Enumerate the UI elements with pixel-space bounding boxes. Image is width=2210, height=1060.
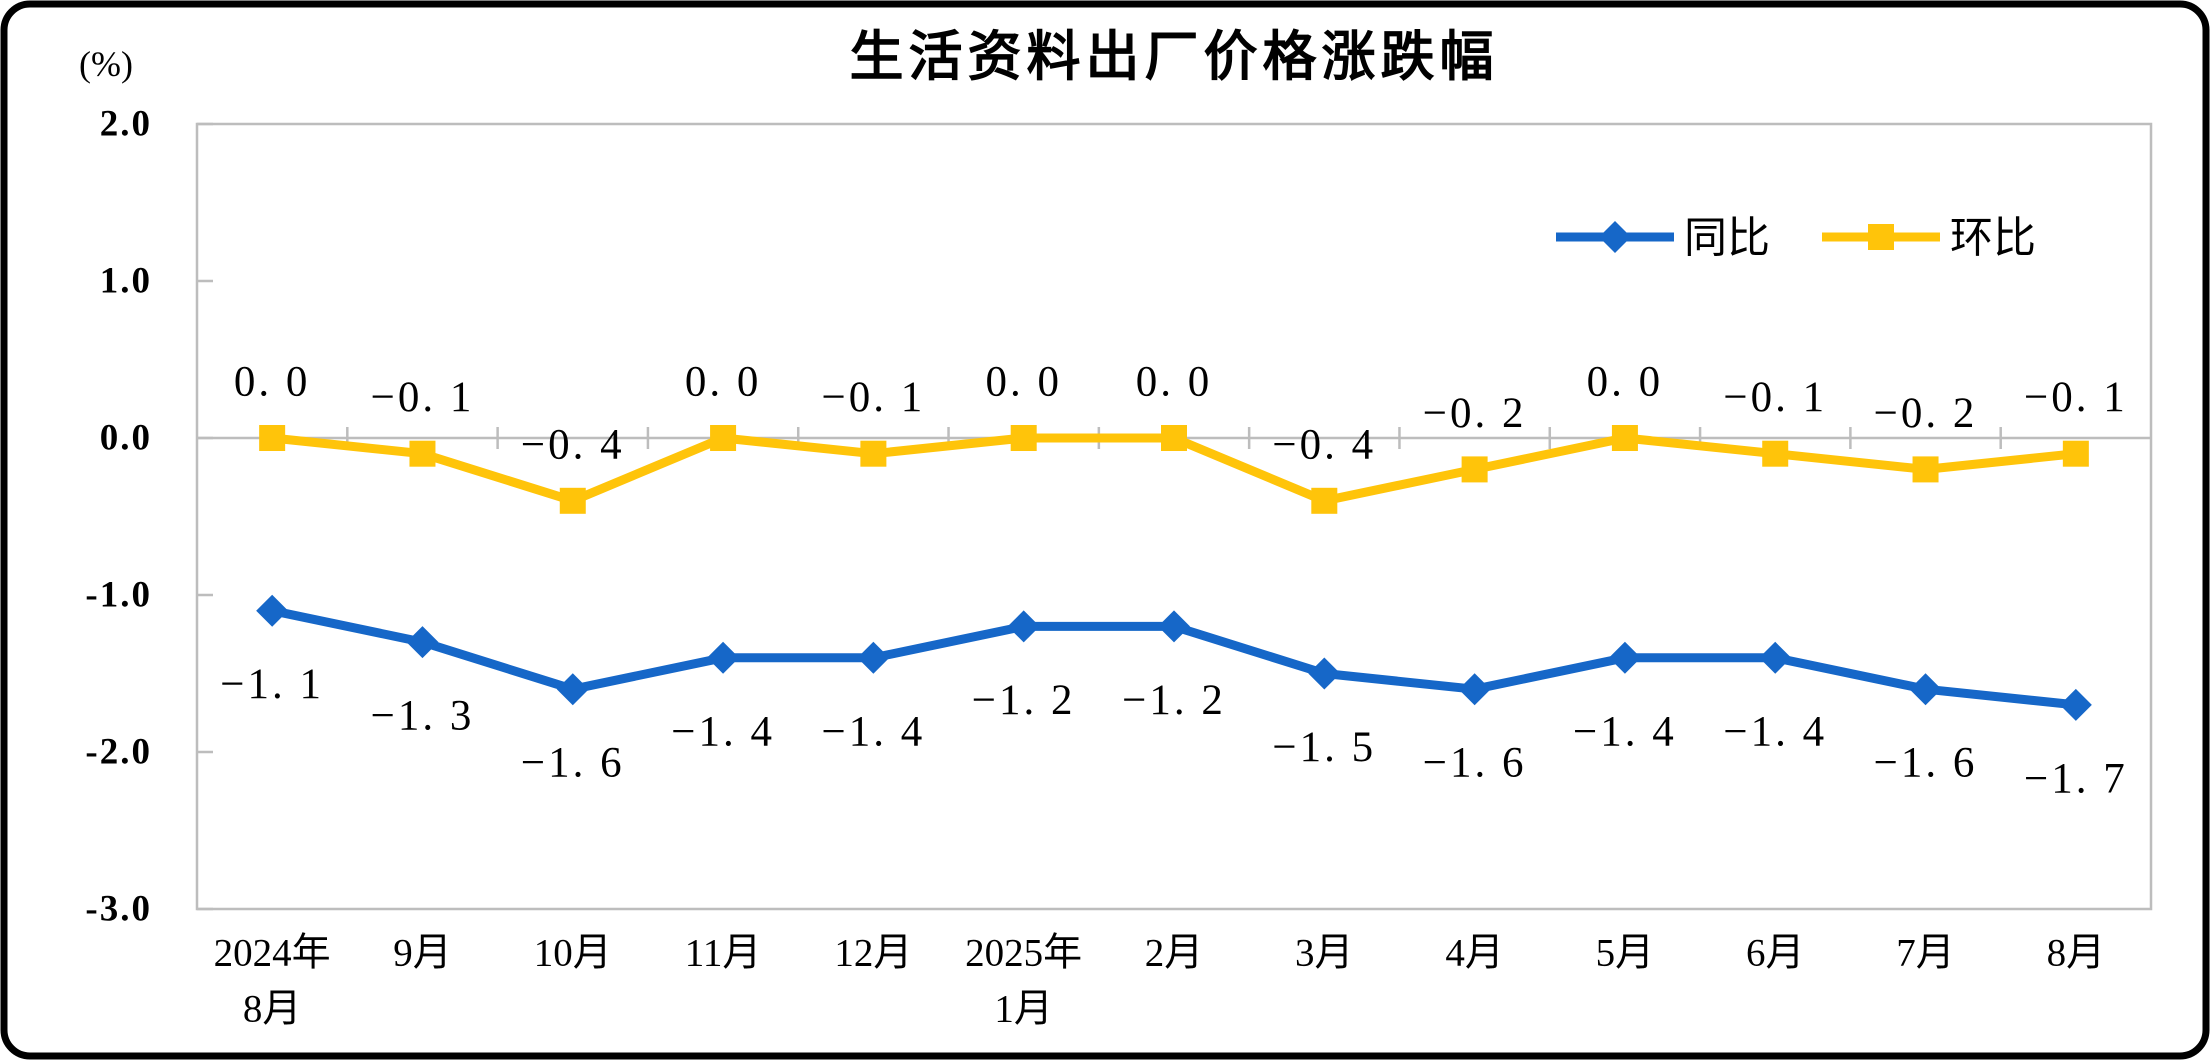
plot-area: 2.0 1.0 0.0 -1.0 -2.0 -3.0 2024年 8月 9月 10月 11月 12月 2… xyxy=(85,104,2153,1031)
data-label: −1. 7 xyxy=(2024,755,2128,802)
data-label: 0. 0 xyxy=(985,359,1062,406)
data-label: −0. 2 xyxy=(1423,390,1527,437)
data-point-diamond xyxy=(1909,673,1942,706)
data-label: −1. 1 xyxy=(220,661,324,708)
data-point-square xyxy=(1311,487,1338,514)
data-point-diamond xyxy=(1007,610,1040,643)
data-point-square xyxy=(559,487,586,514)
chart-title: 生活资料出厂价格涨跌幅 xyxy=(850,27,1499,87)
data-label: 0. 0 xyxy=(1587,359,1664,406)
data-point-diamond xyxy=(1158,610,1190,643)
data-label: −1. 4 xyxy=(671,708,775,755)
data-label: −1. 6 xyxy=(1423,740,1527,787)
data-label: −0. 1 xyxy=(371,374,475,421)
data-label: −0. 4 xyxy=(1272,421,1376,468)
y-axis-unit-label: (%) xyxy=(79,44,133,84)
data-point-square xyxy=(1461,456,1488,483)
data-point-square xyxy=(1611,425,1638,451)
data-label: −1. 6 xyxy=(521,740,625,787)
data-label: 0. 0 xyxy=(1136,359,1213,406)
y-tick-label: 0.0 xyxy=(100,418,152,459)
data-point-square xyxy=(710,425,737,451)
x-tick-label: 6月 xyxy=(1746,932,1805,975)
data-point-diamond xyxy=(2059,688,2092,721)
data-point-square xyxy=(1762,440,1789,467)
data-point-diamond xyxy=(707,641,740,674)
x-tick-label: 1月 xyxy=(994,988,1053,1031)
legend-label-huanbi: 环比 xyxy=(1950,216,2036,263)
data-point-diamond xyxy=(1458,673,1491,706)
data-point-diamond xyxy=(1759,641,1792,674)
data-label: −1. 6 xyxy=(1874,740,1978,787)
data-point-square xyxy=(409,440,436,467)
data-point-diamond xyxy=(857,641,890,674)
legend-item-huanbi: 环比 xyxy=(1822,216,2036,263)
legend-diamond-marker xyxy=(1599,221,1631,253)
data-label: 0. 0 xyxy=(685,359,762,406)
data-point-square xyxy=(2062,440,2089,467)
data-label: −1. 2 xyxy=(972,677,1076,724)
legend-item-tongbi: 同比 xyxy=(1556,216,1770,263)
data-label: −0. 1 xyxy=(2024,374,2128,421)
data-point-diamond xyxy=(1308,657,1341,690)
y-tick-label: -2.0 xyxy=(85,732,152,773)
y-tick-label: -1.0 xyxy=(85,575,152,616)
data-point-square xyxy=(1010,425,1037,451)
data-label: 0. 0 xyxy=(234,359,311,406)
x-tick-label: 8月 xyxy=(2047,932,2106,975)
data-label: −0. 1 xyxy=(1723,374,1827,421)
y-tick-label: 2.0 xyxy=(100,104,152,145)
data-point-diamond xyxy=(556,673,589,706)
data-point-diamond xyxy=(406,626,439,659)
x-tick-label: 5月 xyxy=(1596,932,1655,975)
legend-label-tongbi: 同比 xyxy=(1684,216,1770,263)
data-label: −1. 5 xyxy=(1272,724,1376,771)
x-tick-label: 10月 xyxy=(534,932,612,975)
legend-square-marker xyxy=(1868,224,1894,250)
data-label: −0. 2 xyxy=(1874,390,1978,437)
y-tick-label: 1.0 xyxy=(100,261,152,302)
data-label: −0. 4 xyxy=(521,421,625,468)
data-point-diamond xyxy=(1608,641,1641,674)
x-tick-label: 2024年 xyxy=(214,932,331,975)
plot-border xyxy=(195,122,2153,911)
data-point-square xyxy=(1912,456,1939,483)
x-tick-label: 7月 xyxy=(1896,932,1955,975)
data-label: −1. 4 xyxy=(1723,708,1827,755)
x-tick-label: 9月 xyxy=(393,932,452,975)
data-label: −1. 3 xyxy=(371,693,475,740)
x-tick-label: 8月 xyxy=(243,988,302,1031)
data-point-diamond xyxy=(256,594,289,627)
legend: 同比 环比 xyxy=(1556,216,2036,263)
y-tick-label: -3.0 xyxy=(85,889,152,930)
x-tick-label: 3月 xyxy=(1295,932,1354,975)
data-label: −1. 2 xyxy=(1122,677,1226,724)
data-point-square xyxy=(259,425,286,451)
data-point-square xyxy=(860,440,887,467)
data-label: −1. 4 xyxy=(822,708,926,755)
x-tick-label: 2025年 xyxy=(965,932,1082,975)
data-label: −1. 4 xyxy=(1573,708,1677,755)
x-tick-label: 11月 xyxy=(685,932,762,975)
data-label: −0. 1 xyxy=(822,374,926,421)
x-tick-label: 12月 xyxy=(834,932,912,975)
x-tick-label: 2月 xyxy=(1145,932,1204,975)
data-point-square xyxy=(1161,425,1187,451)
x-tick-label: 4月 xyxy=(1445,932,1504,975)
